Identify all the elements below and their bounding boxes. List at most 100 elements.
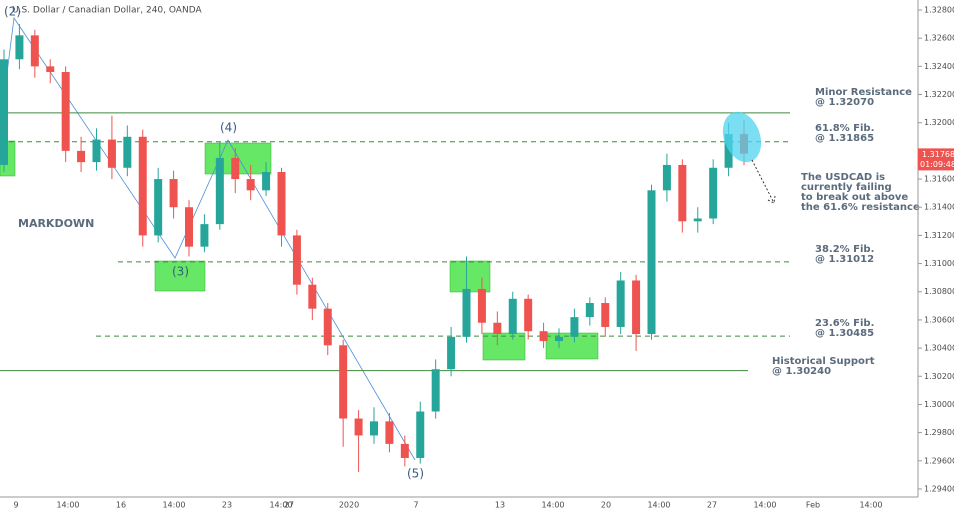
- x-tick-label: 9: [13, 501, 18, 510]
- x-tick-label: 7: [413, 501, 418, 510]
- level-value: @ 1.30485: [815, 328, 874, 339]
- y-tick-label: 1.30600: [924, 315, 954, 324]
- level-value: @ 1.31012: [815, 254, 874, 265]
- candle-body: [15, 35, 24, 60]
- y-tick-label: 1.31400: [924, 203, 954, 212]
- countdown: 01:09:48: [920, 160, 954, 169]
- candle-body: [539, 331, 548, 342]
- candle-body: [524, 298, 533, 332]
- candle-body: [61, 71, 70, 151]
- x-tick-label: 14:00: [859, 501, 882, 510]
- candle-body: [308, 284, 317, 309]
- x-tick-label: 2020: [339, 501, 359, 510]
- candle-body: [262, 172, 271, 191]
- y-tick-label: 1.30400: [924, 344, 954, 353]
- price-tag: [918, 148, 954, 171]
- x-tick-label: Feb: [806, 501, 820, 510]
- callout: the 61.6% resistance: [801, 202, 920, 213]
- x-tick-label: 14:00: [541, 501, 564, 510]
- wave-label: (5): [407, 467, 424, 481]
- x-tick-label: 20: [601, 501, 611, 510]
- x-tick-label: 14:00: [269, 501, 292, 510]
- candle-body: [77, 150, 86, 163]
- wave-label: (3): [172, 265, 189, 279]
- zone: [545, 332, 599, 360]
- x-tick-label: 27: [707, 501, 717, 510]
- x-tick-label: 14:00: [56, 501, 79, 510]
- candle-body: [555, 336, 563, 342]
- candle-body: [185, 207, 193, 247]
- zone: [482, 332, 526, 361]
- candle-body: [570, 317, 579, 337]
- y-tick-label: 1.31200: [924, 231, 954, 240]
- candle-body: [30, 35, 39, 67]
- candle-body: [123, 136, 132, 168]
- wave-label: (2): [4, 5, 21, 19]
- level-name: 61.8% Fib.: [815, 123, 874, 134]
- annotation: MARKDOWN: [18, 217, 94, 230]
- candle-body: [215, 157, 224, 225]
- candle-body: [154, 179, 163, 236]
- candle-body: [477, 288, 486, 323]
- candle-body: [385, 421, 394, 444]
- x-tick-label: 13: [495, 501, 505, 510]
- candle-body: [585, 303, 594, 318]
- candle-body: [400, 443, 409, 458]
- highlight: [722, 111, 762, 163]
- candle-body: [370, 421, 378, 436]
- y-tick-label: 1.29600: [924, 456, 954, 465]
- callout: to break out above: [801, 192, 908, 203]
- y-tick-label: 1.31600: [924, 175, 954, 184]
- level-name: 23.6% Fib.: [815, 318, 874, 329]
- candle-body: [616, 280, 625, 327]
- y-tick-label: 1.32000: [924, 118, 954, 127]
- y-tick-label: 1.31000: [924, 259, 954, 268]
- callout: currently failing: [801, 182, 892, 193]
- y-tick-label: 1.32800: [924, 6, 954, 15]
- x-tick-label: 16: [116, 501, 126, 510]
- candle-body: [416, 411, 425, 458]
- candle-body: [724, 133, 733, 168]
- y-tick-label: 1.29400: [924, 484, 954, 493]
- callout: The USDCAD is: [801, 172, 885, 183]
- level-value: @ 1.30240: [772, 366, 831, 377]
- candle-body: [693, 218, 702, 222]
- level-name: Historical Support: [772, 356, 875, 367]
- candle-body: [138, 136, 147, 236]
- candle-body: [431, 369, 440, 412]
- candle-body: [246, 179, 255, 191]
- candle-body: [92, 139, 101, 163]
- y-tick-label: 1.30200: [924, 372, 954, 381]
- candle-body: [323, 308, 332, 346]
- x-tick-label: 23: [222, 501, 232, 510]
- candle-body: [46, 66, 55, 72]
- candle-body: [662, 164, 671, 191]
- candle-body: [339, 345, 348, 419]
- candle-body: [447, 336, 456, 370]
- candle-body: [292, 235, 301, 285]
- y-tick-label: 1.29800: [924, 428, 954, 437]
- x-tick-label: 14:00: [753, 501, 776, 510]
- wave-line: [2, 16, 416, 461]
- candle-body: [632, 280, 641, 335]
- chart-title: U.S. Dollar / Canadian Dollar, 240, OAND…: [12, 6, 202, 16]
- wave-label: (4): [220, 121, 237, 135]
- y-tick-label: 1.30800: [924, 287, 954, 296]
- candle-body: [678, 164, 687, 222]
- x-tick-label: 14:00: [647, 501, 670, 510]
- plot: [0, 24, 790, 473]
- candle-body: [462, 288, 471, 337]
- candle-body: [231, 157, 240, 180]
- zone: [154, 260, 206, 292]
- level-name: 38.2% Fib.: [815, 244, 874, 255]
- candle-body: [508, 298, 517, 335]
- candle-body: [601, 303, 610, 327]
- price-tag-label: 1.31768: [922, 150, 954, 159]
- candle-body: [0, 59, 8, 165]
- candle-body: [647, 190, 656, 335]
- level-value: @ 1.32070: [815, 97, 874, 108]
- zone: [449, 260, 491, 293]
- x-tick-label: 14:00: [162, 501, 185, 510]
- y-tick-label: 1.32600: [924, 34, 954, 43]
